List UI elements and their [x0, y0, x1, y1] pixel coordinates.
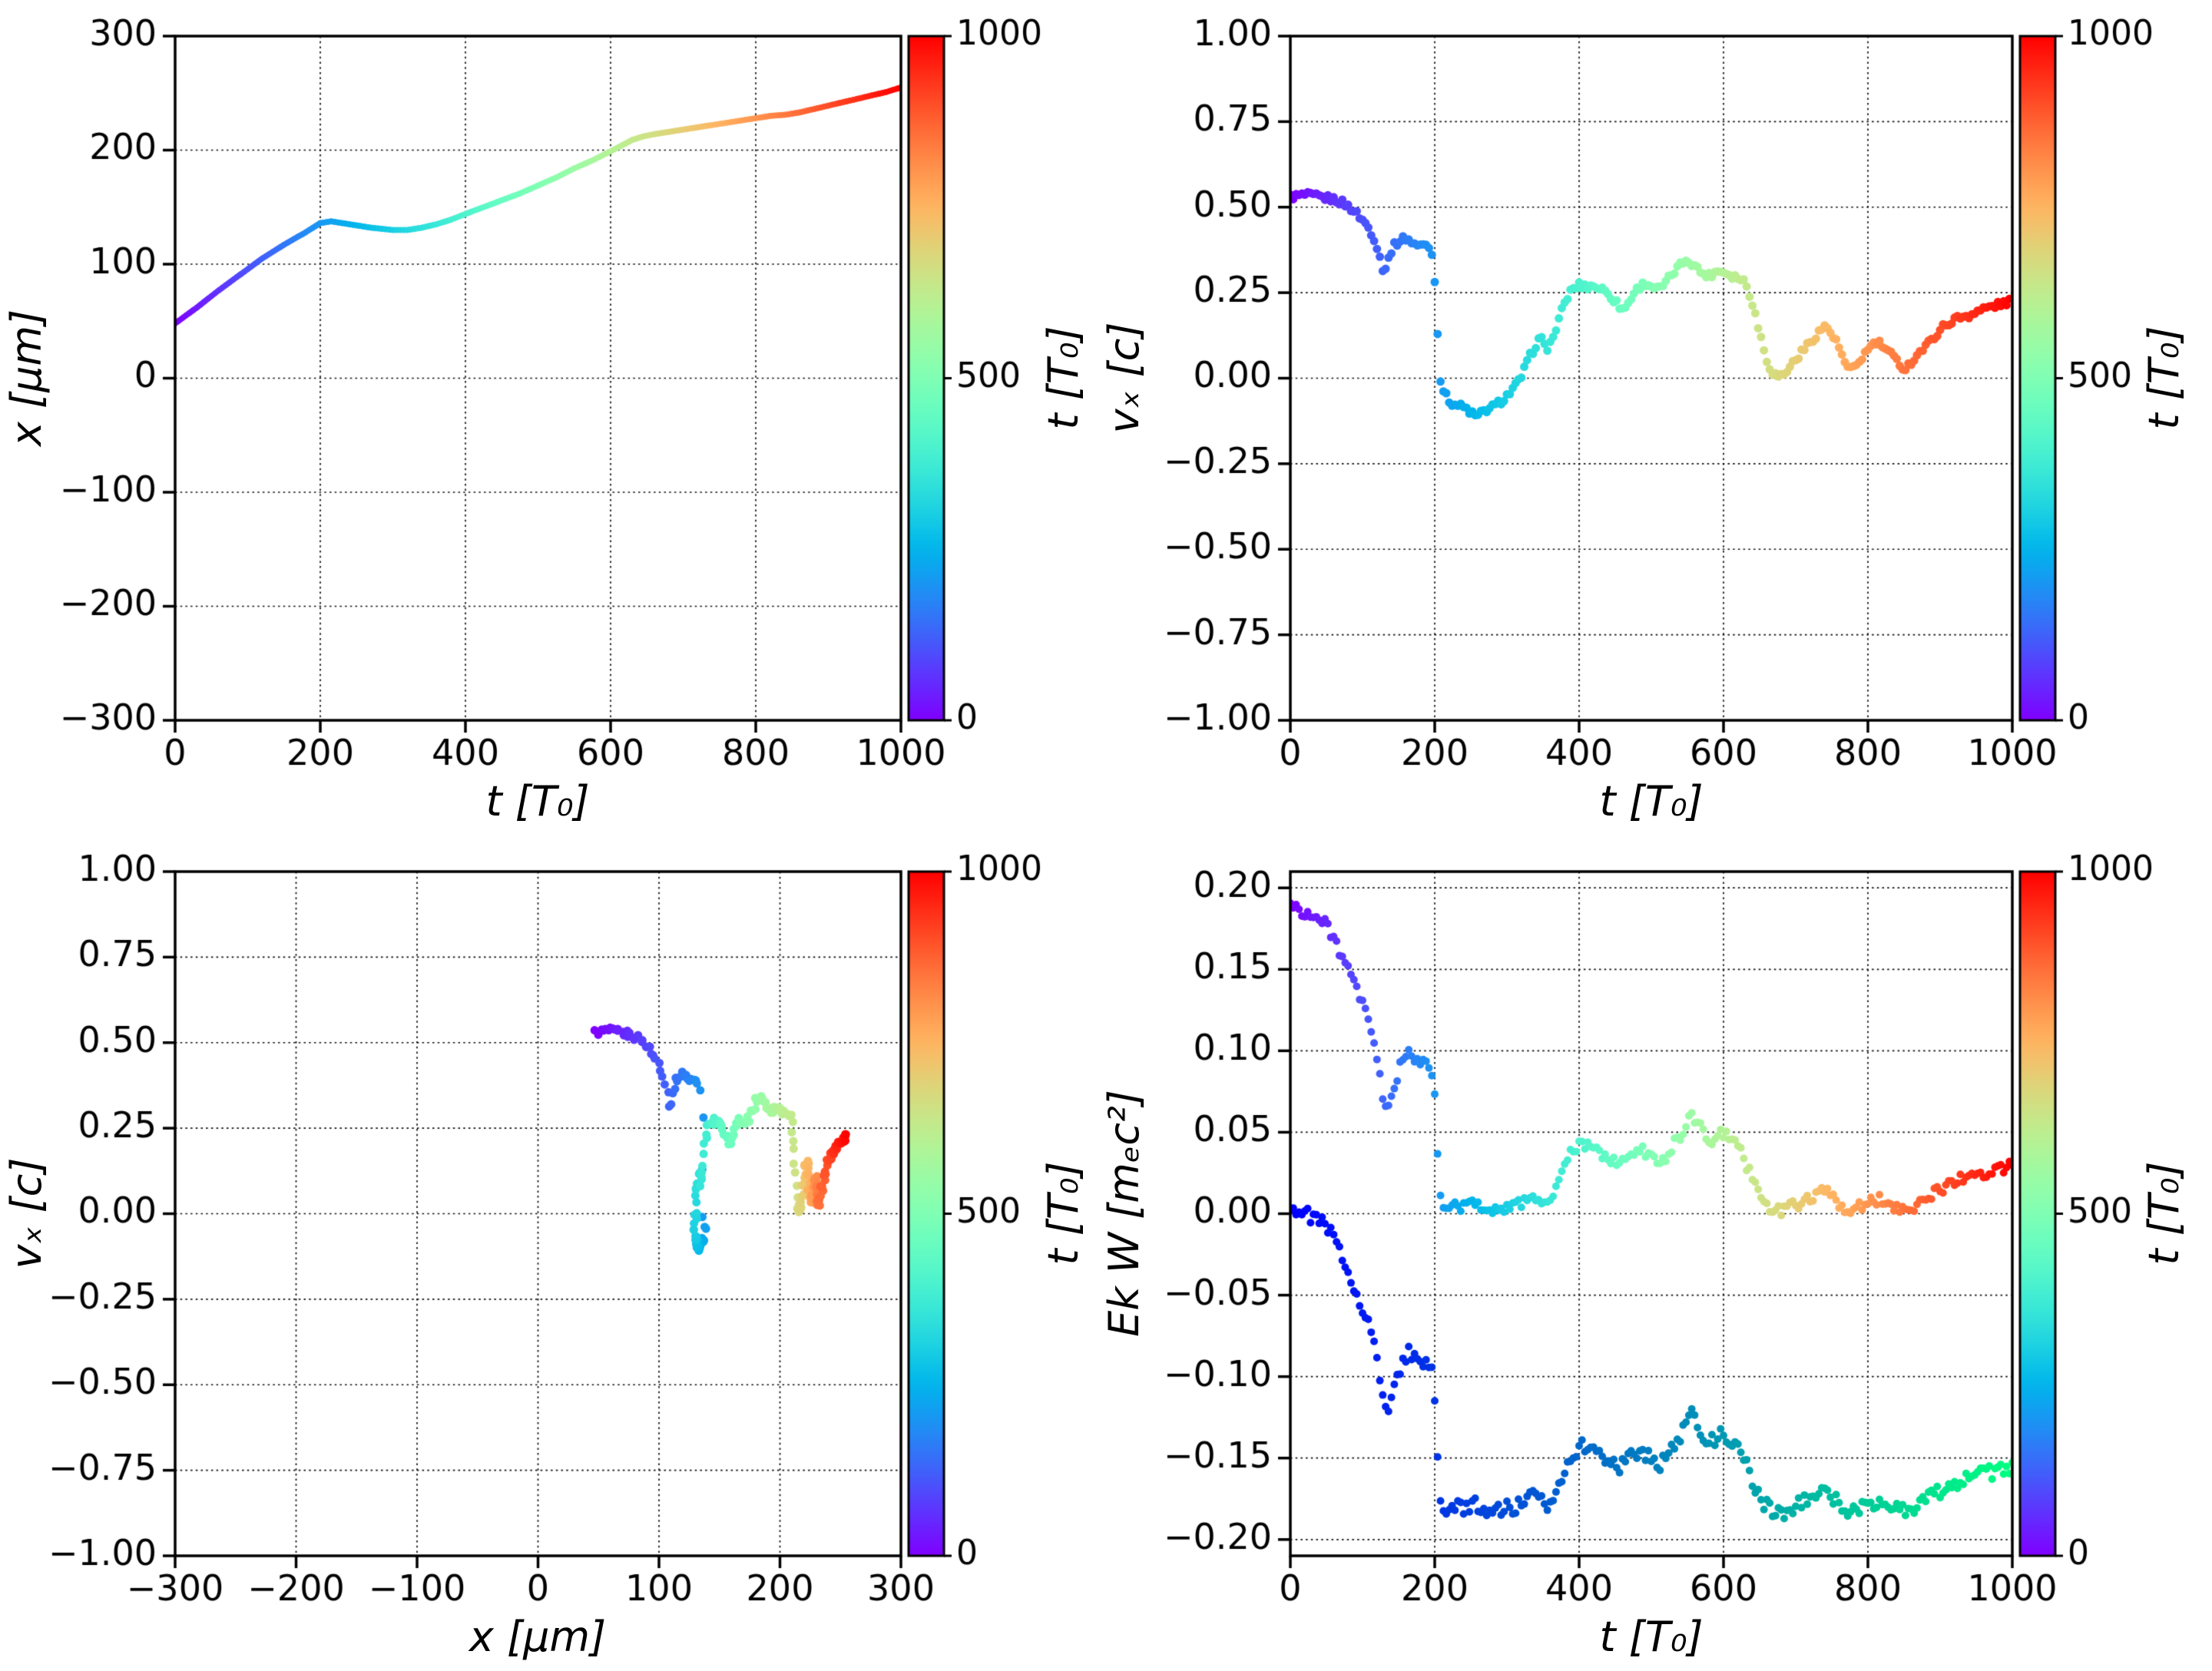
x-axis-label: x [μm] — [469, 1613, 607, 1661]
colorbar-label: t [T₀] — [2140, 326, 2188, 430]
plot-ek-w-vs-t-canvas — [1106, 836, 2212, 1671]
plot-x-vs-t-canvas — [0, 0, 1106, 836]
plot-vx-vs-x-canvas — [0, 836, 1106, 1671]
y-axis-label: vₓ [c] — [1100, 322, 1148, 434]
y-axis-label: vₓ [c] — [2, 1157, 51, 1269]
plot-x-vs-t: x [μm] t [T₀] t [T₀] — [0, 0, 1106, 836]
plot-vx-vs-t: vₓ [c] t [T₀] t [T₀] — [1100, 0, 2212, 836]
y-axis-label: Ek W [mₑc²] — [1100, 1090, 1148, 1337]
colorbar-label: t [T₀] — [1039, 326, 1088, 430]
y-axis-label: x [μm] — [2, 309, 51, 447]
plot-vx-vs-x: vₓ [c] x [μm] t [T₀] — [0, 836, 1106, 1671]
colorbar-label: t [T₀] — [2140, 1161, 2188, 1266]
plot-ek-w-vs-t: Ek W [mₑc²] t [T₀] t [T₀] — [1100, 836, 2212, 1671]
plot-vx-vs-t-canvas — [1106, 0, 2212, 836]
colorbar-label: t [T₀] — [1039, 1161, 1088, 1266]
x-axis-label: t [T₀] — [1599, 1613, 1704, 1661]
x-axis-label: t [T₀] — [485, 777, 590, 826]
x-axis-label: t [T₀] — [1599, 777, 1704, 826]
